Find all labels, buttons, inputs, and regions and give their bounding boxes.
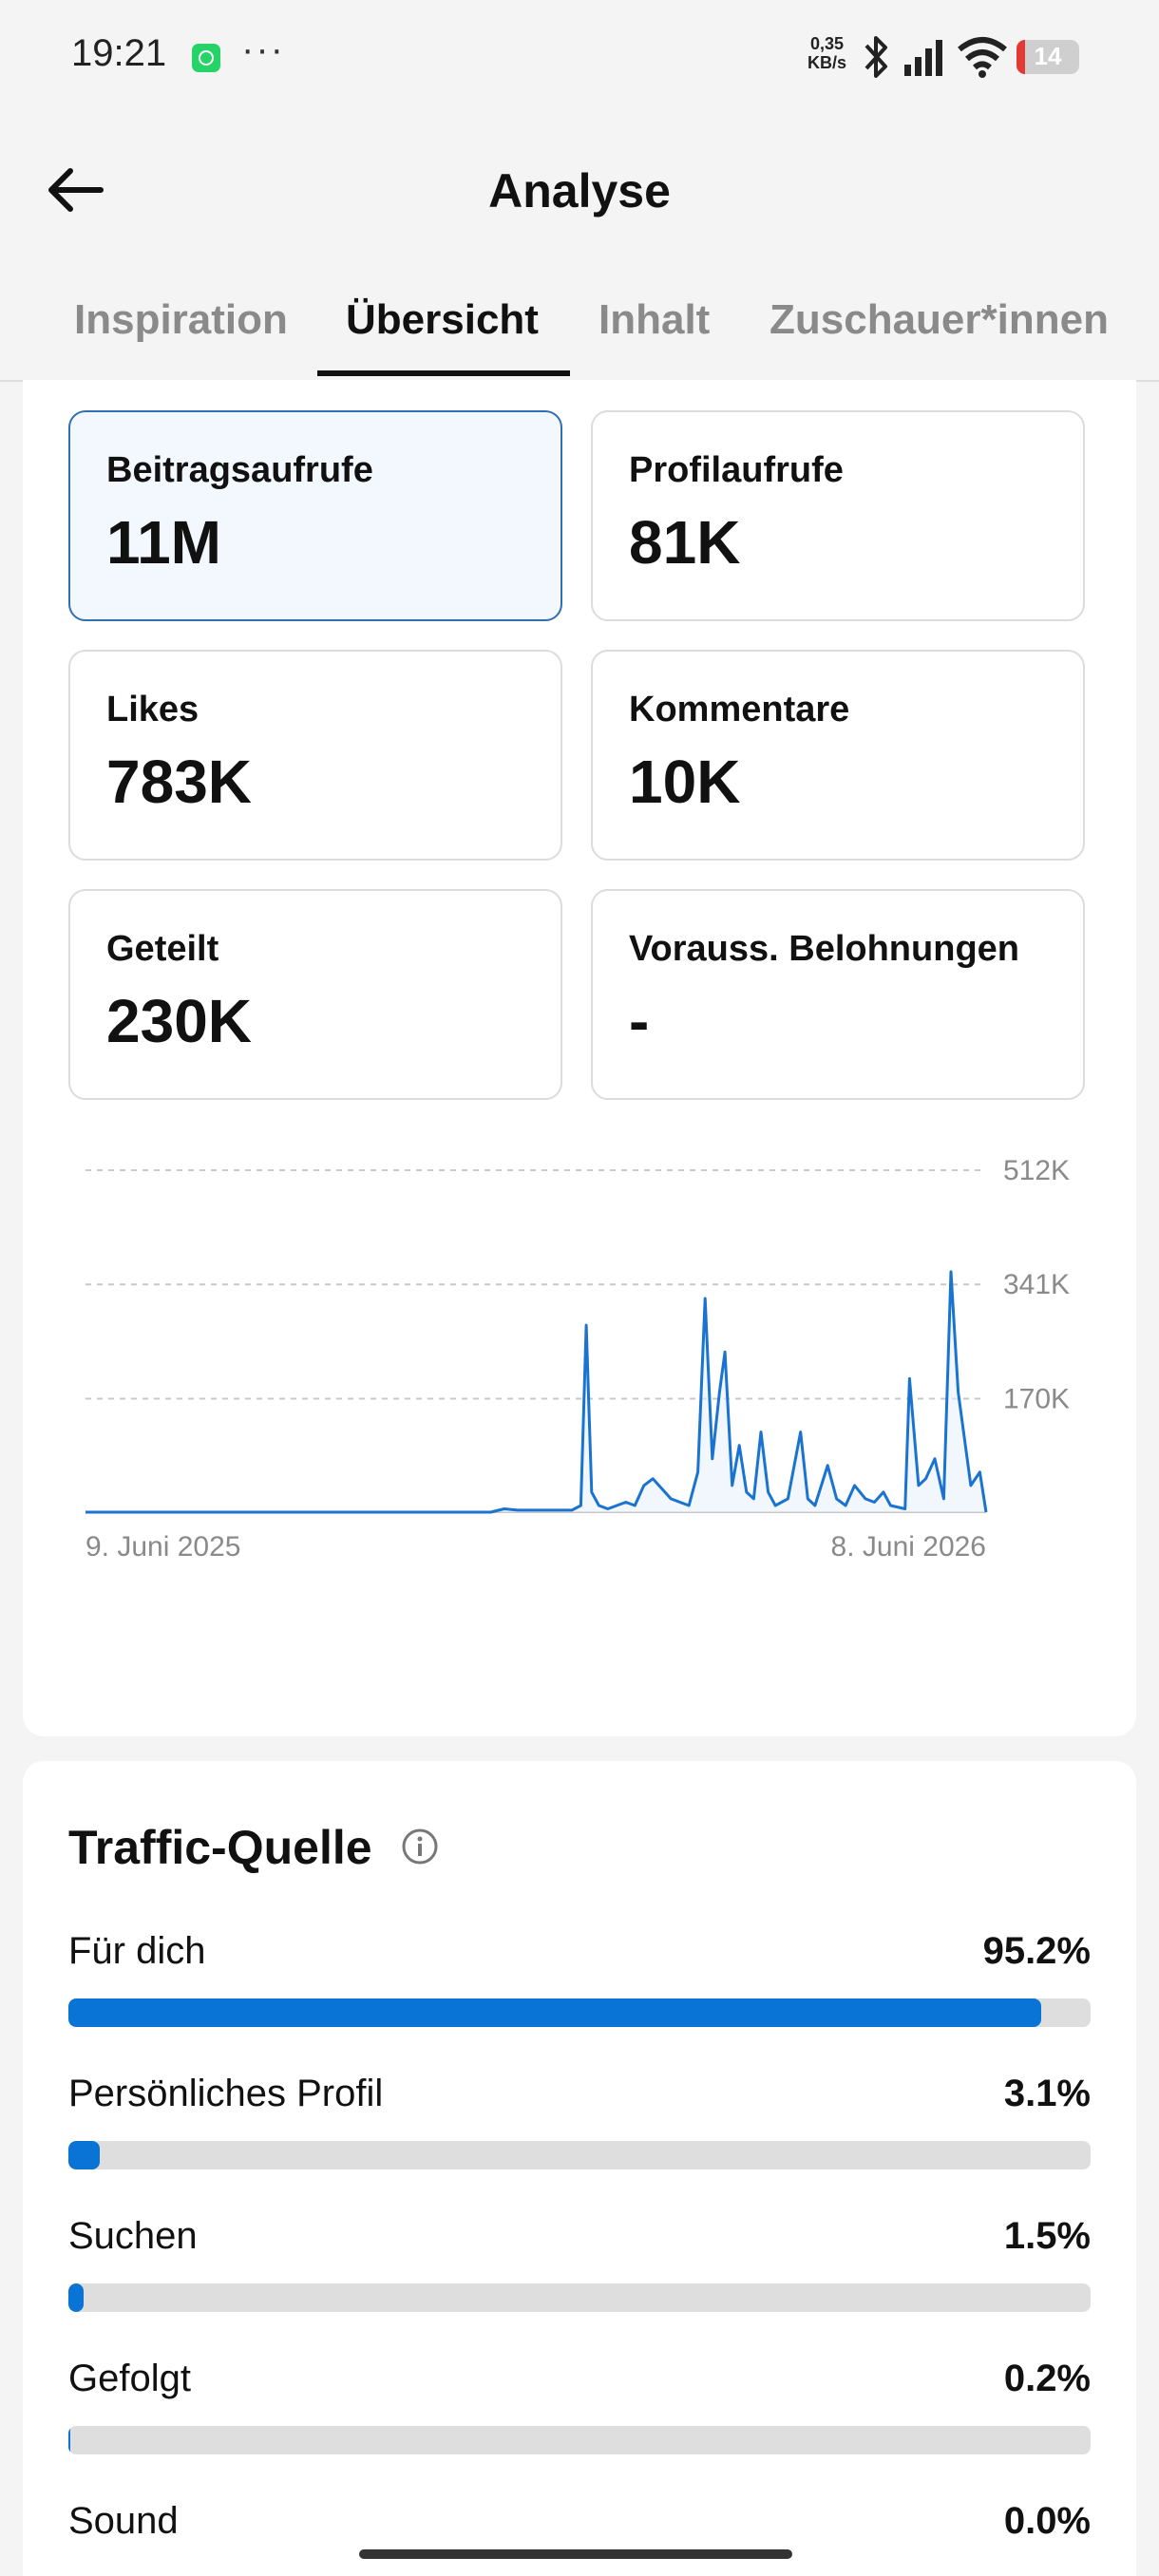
tab-bar: Inspiration Übersicht Inhalt Zuschauer*i… [0,275,1159,382]
battery-percent: 14 [1034,42,1062,70]
traffic-bar-fill [68,1998,1042,2027]
battery-icon: 14 [1016,40,1079,74]
traffic-source-panel: Traffic-Quelle Für dich 95.2% Persönlich… [23,1761,1136,2576]
tab-inhalt[interactable]: Inhalt [598,296,711,343]
x-end-label: 8. Juni 2026 [831,1531,986,1558]
info-icon[interactable] [401,1828,439,1866]
views-line-chart: 512K 341K 170K 9. Juni 2025 8. Juni 2026 [86,1155,1070,1558]
traffic-label: Gefolgt [68,2358,191,2399]
metric-label: Geteilt [106,929,219,969]
status-time: 19:21 [71,32,167,74]
metric-label: Profilaufrufe [629,450,844,490]
traffic-title: Traffic-Quelle [68,1821,372,1874]
metric-value: 10K [629,748,741,816]
metric-value: - [629,987,650,1055]
traffic-bar-track [68,2283,1091,2312]
traffic-percent: 0.0% [1003,2500,1091,2542]
tab-inspiration[interactable]: Inspiration [74,296,288,343]
y-tick-label: 170K [1003,1383,1070,1414]
more-dots-icon: ··· [241,28,285,70]
traffic-bar-track [68,2426,1091,2454]
chart-series [86,1270,988,1514]
traffic-label: Für dich [68,1930,206,1972]
traffic-row-gefolgt: Gefolgt 0.2% [68,2358,1091,2462]
metric-label: Kommentare [629,690,850,729]
metric-card-likes[interactable]: Likes 783K [68,650,562,861]
metric-label: Vorauss. Belohnungen [629,929,1020,969]
traffic-label: Sound [68,2500,179,2542]
arrow-left-icon[interactable] [42,161,118,218]
metric-card-kommentare[interactable]: Kommentare 10K [591,650,1085,861]
traffic-percent: 95.2% [982,1930,1091,1972]
network-speed-unit: KB/s [808,53,847,72]
network-speed-value: 0,35 [809,34,845,53]
traffic-percent: 1.5% [1003,2215,1091,2257]
y-tick-label: 512K [1003,1155,1070,1186]
metric-value: 11M [106,508,221,577]
metric-label: Likes [106,690,200,729]
status-bar: 19:21 ··· 0,35 KB/s 14 [0,0,1159,114]
traffic-label: Persönliches Profil [68,2073,384,2114]
traffic-bar-track [68,1998,1091,2027]
chart-grid [86,1169,986,1513]
metric-card-geteilt[interactable]: Geteilt 230K [68,889,562,1100]
metric-value: 783K [106,748,252,816]
series-line [86,1270,988,1514]
traffic-percent: 0.2% [1003,2358,1091,2399]
x-start-label: 9. Juni 2025 [86,1531,240,1558]
wifi-icon [958,37,1007,78]
app-header: Analyse [0,142,1159,247]
home-indicator[interactable] [359,2549,792,2559]
traffic-percent: 3.1% [1003,2073,1091,2114]
traffic-row-suchen: Suchen 1.5% [68,2215,1091,2320]
tab-uebersicht[interactable]: Übersicht [346,296,539,343]
battery-level [1016,40,1026,74]
traffic-bar-track [68,2141,1091,2169]
traffic-bar-fill [68,2141,101,2169]
series-area [86,1271,986,1512]
metric-value: 230K [106,987,252,1055]
traffic-bar-fill [68,2426,70,2454]
metric-card-beitragsaufrufe[interactable]: Beitragsaufrufe 11M [68,410,562,621]
traffic-row-fuer-dich: Für dich 95.2% [68,1930,1091,2035]
y-tick-label: 341K [1003,1269,1070,1300]
metric-card-profilaufrufe[interactable]: Profilaufrufe 81K [591,410,1085,621]
whatsapp-icon [192,44,220,72]
tab-zuschauer[interactable]: Zuschauer*innen [770,296,1109,343]
traffic-label: Suchen [68,2215,198,2257]
active-tab-indicator [317,370,570,376]
network-speed: 0,35 KB/s [808,34,846,72]
traffic-bar-fill [68,2283,85,2312]
traffic-row-sound: Sound 0.0% [68,2500,1091,2576]
metric-label: Beitragsaufrufe [106,450,373,490]
page-title: Analyse [488,164,671,218]
metric-value: 81K [629,508,741,577]
chart-labels: 512K 341K 170K 9. Juni 2025 8. Juni 2026 [86,1155,1070,1558]
traffic-row-profil: Persönliches Profil 3.1% [68,2073,1091,2177]
metric-card-belohnungen[interactable]: Vorauss. Belohnungen - [591,889,1085,1100]
signal-icon [904,40,942,76]
bluetooth-icon [864,36,887,78]
